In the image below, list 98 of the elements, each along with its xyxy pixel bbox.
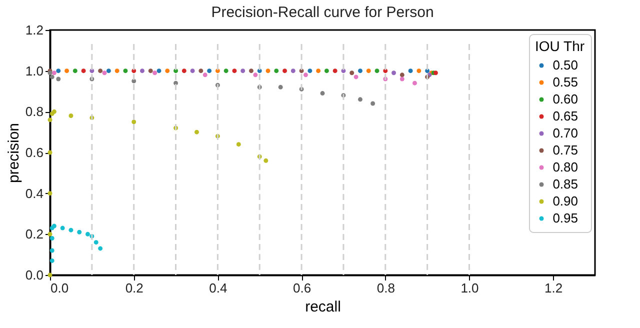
- point: [264, 158, 268, 163]
- point: [85, 232, 90, 236]
- point: [114, 68, 120, 74]
- point: [94, 240, 98, 245]
- y-axis-title: precision: [5, 122, 22, 184]
- point: [354, 74, 358, 80]
- x-tick-label: 0.8: [376, 280, 395, 296]
- legend-label: 0.55: [552, 74, 578, 90]
- point: [253, 72, 258, 78]
- x-tick-label: 0.2: [125, 280, 144, 296]
- legend-label: 0.80: [552, 160, 578, 174]
- point: [198, 68, 204, 74]
- point: [332, 68, 338, 74]
- point: [412, 80, 417, 86]
- point: [106, 68, 111, 74]
- point: [81, 68, 86, 74]
- point: [400, 76, 404, 82]
- point: [123, 68, 128, 74]
- y-tick-label: 0.8: [25, 104, 44, 120]
- point: [274, 68, 279, 74]
- point: [132, 120, 136, 124]
- point: [156, 68, 162, 74]
- point: [190, 68, 195, 74]
- point: [248, 68, 254, 74]
- point: [48, 118, 52, 122]
- point: [77, 230, 82, 234]
- point: [308, 68, 312, 74]
- point: [72, 68, 78, 74]
- legend-label: 0.75: [552, 142, 578, 158]
- point: [52, 70, 56, 76]
- point: [303, 72, 308, 78]
- x-tick-label: 1.0: [460, 280, 479, 296]
- legend-label: 0.85: [552, 176, 578, 192]
- point: [366, 68, 371, 74]
- x-tick-label: 0.4: [209, 280, 228, 296]
- point: [266, 68, 270, 74]
- x-tick-label: 1.2: [544, 280, 563, 296]
- point: [202, 72, 208, 78]
- y-tick-label: 0.2: [25, 226, 44, 242]
- y-tick-label: 0.0: [25, 268, 44, 282]
- point: [48, 191, 52, 196]
- x-tick-label: 0.6: [293, 280, 312, 296]
- y-tick-label: 1.2: [25, 22, 44, 38]
- point: [98, 246, 103, 251]
- point: [140, 68, 144, 74]
- legend-label: 0.90: [552, 194, 578, 208]
- point: [290, 68, 296, 74]
- point: [324, 68, 329, 74]
- point: [148, 68, 153, 74]
- point: [278, 84, 283, 90]
- x-axis-title: recall: [305, 298, 341, 316]
- point: [320, 91, 325, 96]
- point: [182, 68, 186, 74]
- point: [374, 68, 380, 74]
- point: [194, 130, 199, 134]
- point: [98, 68, 103, 74]
- point: [408, 68, 413, 74]
- point: [416, 68, 422, 74]
- point: [50, 258, 54, 263]
- point: [350, 70, 354, 76]
- y-tick-label: 0.6: [25, 145, 44, 160]
- point: [102, 70, 107, 76]
- point: [392, 70, 396, 76]
- point: [48, 150, 52, 155]
- point: [358, 97, 362, 102]
- legend-label: 0.95: [552, 210, 578, 226]
- point: [68, 228, 74, 232]
- point: [56, 68, 61, 74]
- y-tick-label: 1.0: [25, 63, 44, 78]
- point: [224, 68, 228, 74]
- point: [370, 101, 376, 106]
- point: [165, 68, 170, 74]
- point: [68, 114, 74, 118]
- legend-label: 0.70: [552, 126, 578, 140]
- legend-label: 0.65: [552, 108, 578, 124]
- point: [207, 68, 212, 74]
- x-tick-label: 0.0: [50, 280, 69, 296]
- point: [60, 226, 65, 230]
- legend-label: 0.60: [552, 92, 578, 106]
- y-tick-label: 0.4: [25, 186, 44, 201]
- point: [232, 68, 237, 74]
- legend-label: 0.50: [552, 58, 578, 72]
- point: [48, 272, 52, 278]
- point: [316, 68, 321, 74]
- legend-title: IOU Thr: [535, 38, 585, 54]
- point: [50, 248, 54, 253]
- point: [400, 72, 404, 78]
- point: [50, 74, 54, 80]
- point: [56, 76, 61, 82]
- chart-title: Precision-Recall curve for Person: [211, 4, 434, 21]
- point: [50, 236, 54, 240]
- point: [48, 232, 52, 236]
- point: [236, 142, 241, 147]
- point: [152, 70, 158, 76]
- point: [64, 68, 70, 74]
- point: [282, 68, 288, 74]
- point: [358, 68, 362, 74]
- point: [240, 68, 246, 74]
